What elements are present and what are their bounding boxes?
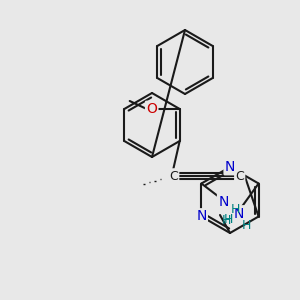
Text: H: H [222,214,231,227]
Text: N: N [233,206,244,220]
Text: H: H [242,219,251,232]
Text: C: C [169,169,178,182]
Text: N: N [225,160,235,174]
Text: H: H [231,203,240,216]
Text: H: H [224,213,233,226]
Text: N: N [196,209,207,224]
Text: C: C [235,169,244,182]
Text: O: O [146,102,157,116]
Text: N: N [218,194,229,208]
